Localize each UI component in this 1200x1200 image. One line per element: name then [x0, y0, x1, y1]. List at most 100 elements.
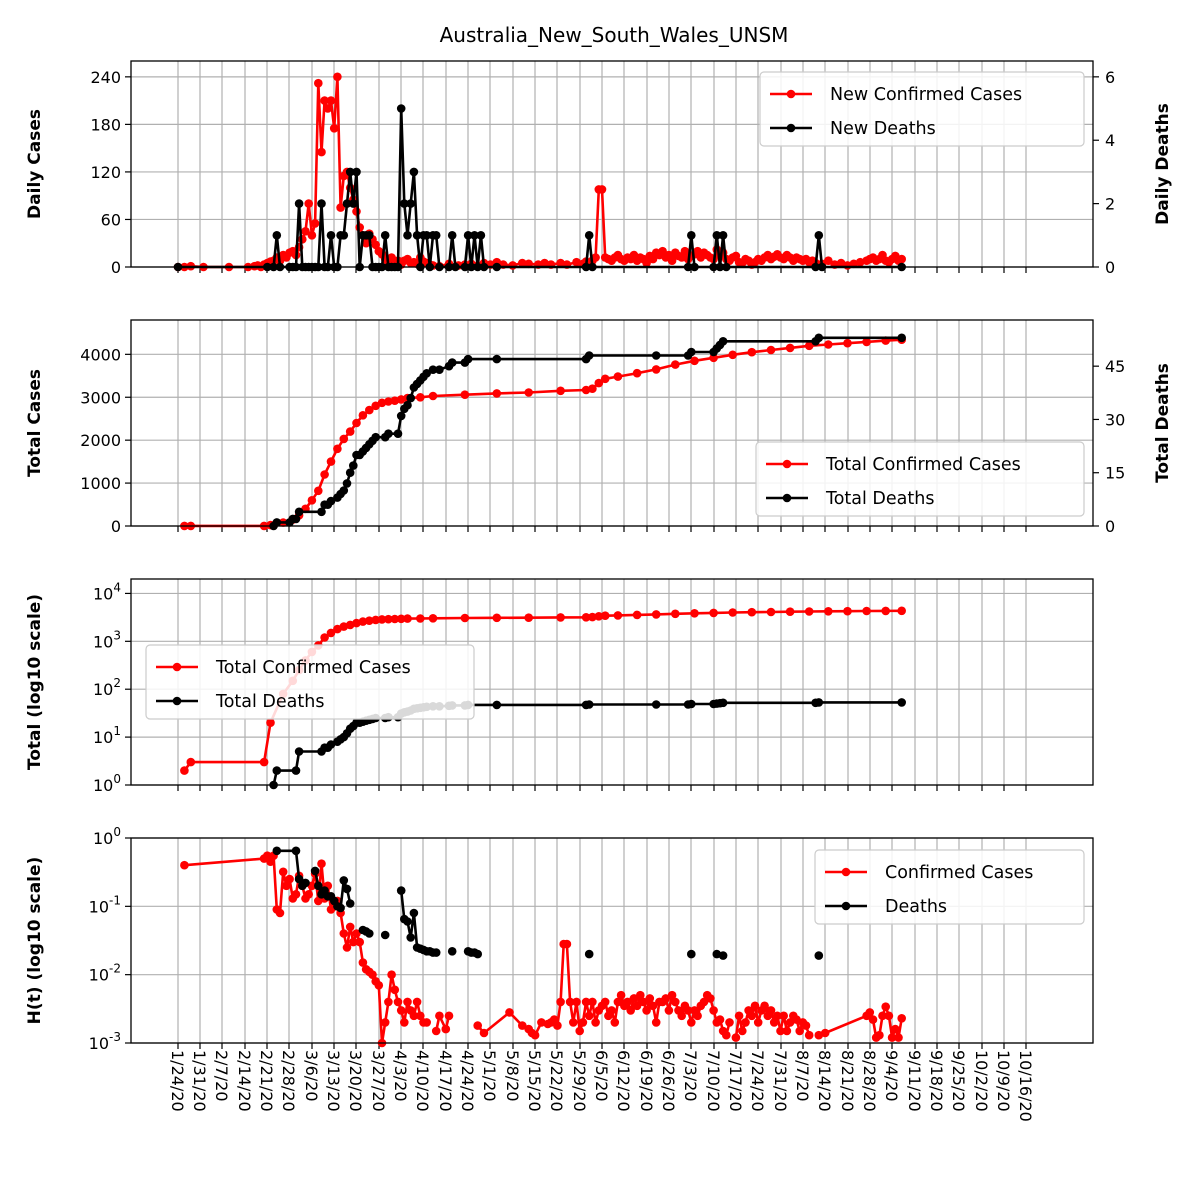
y-tick-label: 10-3 [89, 1030, 121, 1053]
confirmed-cases-point [677, 1011, 686, 1021]
new-deaths-point [687, 231, 696, 240]
total-deaths-point [492, 700, 502, 710]
total-confirmed-cases-point [690, 356, 699, 366]
confirmed-cases-point [891, 1024, 900, 1034]
new-deaths-point [317, 199, 326, 208]
legend-label: Total Deaths [215, 692, 324, 712]
confirmed-cases-point [642, 1006, 651, 1015]
total-deaths-point [687, 347, 696, 357]
new-deaths-point [476, 231, 486, 240]
confirmed-cases-point [441, 1024, 451, 1034]
legend-marker [782, 459, 792, 469]
confirmed-cases-point [384, 997, 393, 1007]
y-right-axis-label: Total Deaths [1153, 363, 1173, 483]
x-tick-label: 5/29/20 [570, 1050, 589, 1112]
total-deaths-point [814, 333, 824, 343]
total-deaths-point [384, 429, 393, 439]
new-deaths-point [339, 231, 349, 240]
new-deaths-point [294, 199, 304, 208]
x-tick-label: 1/31/20 [190, 1050, 209, 1112]
confirmed-cases-point [358, 958, 368, 967]
total-deaths-point [718, 337, 728, 346]
total-deaths-point [406, 393, 416, 403]
total-confirmed-cases-point [403, 614, 412, 623]
total-confirmed-cases-point [690, 609, 699, 618]
total-confirmed-cases-point [339, 434, 349, 444]
new-confirmed-cases-point [333, 72, 342, 82]
deaths-point [718, 951, 728, 960]
legend-label: New Deaths [830, 119, 936, 139]
subplot-4: 10-3 10-2 10-1 100 H(t) (log10 scale) Confirm… [25, 825, 1094, 1053]
y-right-tick-label: 2 [1105, 195, 1115, 214]
x-tick-label: 5/15/20 [525, 1050, 544, 1112]
y-tick-label: 100 [93, 772, 121, 795]
total-deaths-point [294, 507, 304, 517]
confirmed-cases-point [278, 867, 288, 877]
new-deaths-point [463, 231, 473, 240]
confirmed-cases-point [387, 970, 396, 979]
confirmed-cases-point [715, 1015, 725, 1024]
y-right-axis-label: Daily Deaths [1153, 103, 1173, 225]
x-tick-label: 6/5/20 [592, 1050, 611, 1102]
y-tick-label: 240 [90, 68, 121, 87]
legend-box [759, 71, 1085, 147]
total-confirmed-cases-point [785, 343, 795, 353]
x-tick-label: 4/10/20 [413, 1050, 432, 1112]
confirmed-cases-point [431, 1026, 441, 1036]
total-confirmed-cases-point [862, 606, 871, 616]
legend-marker [172, 696, 182, 706]
y-tick-label: 104 [93, 580, 121, 603]
y-axis-label: Total (log10 scale) [25, 594, 45, 770]
total-confirmed-cases-point [804, 341, 814, 351]
confirmed-cases-point [553, 1021, 562, 1030]
x-tick-label: 7/17/20 [726, 1050, 745, 1112]
total-deaths-point [342, 479, 352, 488]
confirmed-cases-point [505, 1008, 514, 1017]
y-right-tick-label: 4 [1105, 131, 1115, 150]
y-tick-label: 10-1 [89, 893, 121, 916]
legend-label: Total Confirmed Cases [825, 455, 1021, 475]
confirmed-cases-point [887, 1033, 897, 1042]
legend-label: New Confirmed Cases [830, 85, 1022, 105]
total-deaths-point [814, 698, 824, 707]
total-confirmed-cases-point [416, 614, 425, 623]
confirmed-cases-point [722, 1030, 731, 1040]
confirmed-cases-point [651, 1018, 661, 1027]
x-tick-label: 8/21/20 [838, 1050, 857, 1112]
y-right-tick-label: 6 [1105, 68, 1115, 87]
confirmed-cases-point [393, 997, 403, 1007]
legend-box [814, 849, 1085, 925]
subplot-1: 0 60 120 180 240 0 2 4 6 Daily Cases Daily Deaths N… [25, 60, 1173, 277]
legend-label: Total Deaths [825, 489, 934, 509]
new-deaths-point [380, 231, 390, 240]
legend-marker [172, 662, 182, 672]
x-tick-label: 3/13/20 [324, 1050, 343, 1112]
total-confirmed-cases-point [416, 393, 425, 402]
y-tick-label: 10-2 [89, 962, 121, 985]
confirmed-cases-point [741, 1018, 750, 1027]
new-confirmed-cases-point [301, 227, 310, 236]
confirmed-cases-point [865, 1008, 875, 1017]
confirmed-cases-point [390, 985, 400, 995]
x-tick-label: 7/24/20 [748, 1050, 767, 1112]
total-confirmed-cases-point [390, 614, 400, 624]
new-deaths-point [447, 231, 457, 240]
confirmed-cases-point [444, 1011, 454, 1021]
total-confirmed-cases-point [266, 718, 275, 727]
legend-box [145, 644, 475, 720]
total-deaths-point [339, 486, 349, 495]
total-confirmed-cases-point [728, 350, 737, 360]
confirmed-cases-point [345, 922, 355, 932]
total-confirmed-cases-point [785, 607, 795, 616]
new-deaths-point [342, 199, 352, 208]
total-confirmed-cases-point [824, 340, 833, 349]
deaths-point [310, 866, 320, 876]
total-deaths-point [422, 369, 432, 378]
confirmed-cases-point [307, 881, 317, 891]
total-confirmed-cases-point [588, 384, 597, 394]
total-confirmed-cases-point [352, 418, 361, 428]
y-right-tick-label: 0 [1105, 517, 1115, 536]
total-deaths-point [403, 400, 412, 410]
total-confirmed-cases-point [632, 368, 642, 378]
confirmed-cases-point [632, 1001, 642, 1011]
